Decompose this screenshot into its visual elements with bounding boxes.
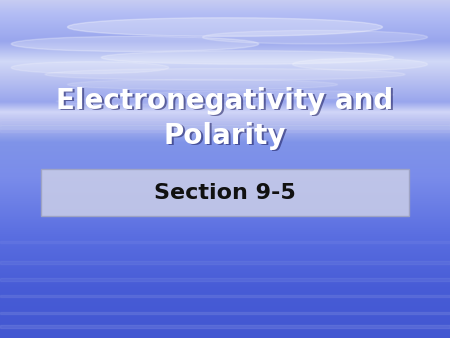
Ellipse shape xyxy=(292,58,428,70)
Text: Electronegativity and
Polarity: Electronegativity and Polarity xyxy=(56,87,394,150)
Bar xyxy=(0,116,450,120)
Ellipse shape xyxy=(11,62,169,74)
Bar xyxy=(0,295,450,297)
FancyBboxPatch shape xyxy=(40,169,410,216)
Text: Electronegativity and
Polarity: Electronegativity and Polarity xyxy=(58,88,396,151)
Bar xyxy=(0,278,450,281)
Ellipse shape xyxy=(11,36,259,52)
Bar xyxy=(0,125,450,129)
Ellipse shape xyxy=(146,91,394,99)
Ellipse shape xyxy=(68,79,338,90)
Ellipse shape xyxy=(101,51,394,64)
Bar xyxy=(0,120,450,124)
Bar xyxy=(0,128,450,132)
Ellipse shape xyxy=(68,18,382,36)
Bar xyxy=(0,325,450,328)
Bar xyxy=(0,113,450,117)
Ellipse shape xyxy=(202,30,428,44)
Ellipse shape xyxy=(45,68,405,80)
Bar xyxy=(0,111,450,115)
Ellipse shape xyxy=(56,98,259,105)
Bar xyxy=(0,312,450,314)
Bar xyxy=(0,261,450,264)
Bar xyxy=(0,123,450,127)
Bar xyxy=(0,118,450,122)
Text: Section 9-5: Section 9-5 xyxy=(154,183,296,203)
Bar xyxy=(0,241,450,243)
